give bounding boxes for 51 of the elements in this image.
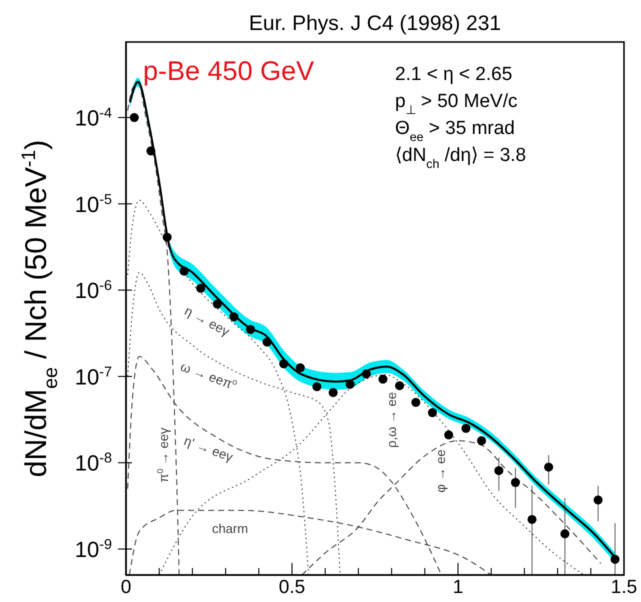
- annotation: Θ$_{ee}$ > 35 mrad: [395, 118, 515, 144]
- annotation: p-Be 450 GeV: [143, 56, 314, 86]
- annotation: p$_{⊥}$ > 50 MeV/c: [395, 91, 518, 117]
- point: [428, 408, 437, 418]
- point: [610, 554, 620, 564]
- point: [461, 424, 470, 433]
- y-tick-label: 10$^{-8}$: [74, 450, 112, 476]
- point: [560, 529, 570, 538]
- x-tick-label: 0.5: [278, 577, 306, 598]
- point: [362, 369, 371, 378]
- point: [444, 430, 454, 440]
- y-tick-label: 10$^{-9}$: [74, 537, 112, 562]
- point: [262, 338, 272, 347]
- x-tick-label: 1.5: [610, 577, 638, 598]
- point: [180, 266, 189, 276]
- point: [594, 495, 603, 504]
- point: [229, 312, 238, 322]
- point: [544, 462, 554, 472]
- point: [162, 232, 172, 242]
- chart-title: Eur. Phys. J C4 (1998) 231: [248, 12, 502, 35]
- x-tick-label: 0: [120, 577, 132, 598]
- text: ρ,ω → ee: [384, 392, 399, 448]
- point: [346, 380, 355, 389]
- point: [130, 113, 139, 122]
- x-tick-label: 1: [452, 577, 464, 598]
- series-label: charm: [212, 521, 248, 536]
- point: [477, 436, 486, 446]
- point: [312, 382, 322, 392]
- point: [296, 363, 305, 372]
- point: [528, 514, 537, 524]
- point: [378, 374, 388, 384]
- point: [146, 146, 156, 156]
- text: φ → ee: [433, 449, 448, 493]
- point: [246, 324, 256, 334]
- y-tick-label: 10$^{-5}$: [74, 192, 112, 217]
- point: [395, 381, 404, 390]
- point: [279, 359, 288, 368]
- annotation: ⟨dN$_{ch}$ /dη⟩ = 3.8: [395, 145, 526, 171]
- point: [494, 466, 504, 476]
- text: η → eeγ: [182, 303, 232, 340]
- y-tick-label: 10$^{-6}$: [74, 278, 112, 304]
- point: [212, 300, 222, 309]
- point: [411, 398, 420, 407]
- point: [510, 478, 520, 487]
- point: [196, 284, 206, 293]
- y-tick-label: 10$^{-4}$: [74, 106, 112, 131]
- text: ω → eeπ$^{o}$: [178, 358, 240, 392]
- point: [328, 388, 338, 398]
- annotation: 2.1 < η < 2.65: [395, 64, 512, 85]
- text: η' → eeγ: [182, 433, 236, 465]
- y-tick-label: 10$^{-7}$: [74, 364, 112, 390]
